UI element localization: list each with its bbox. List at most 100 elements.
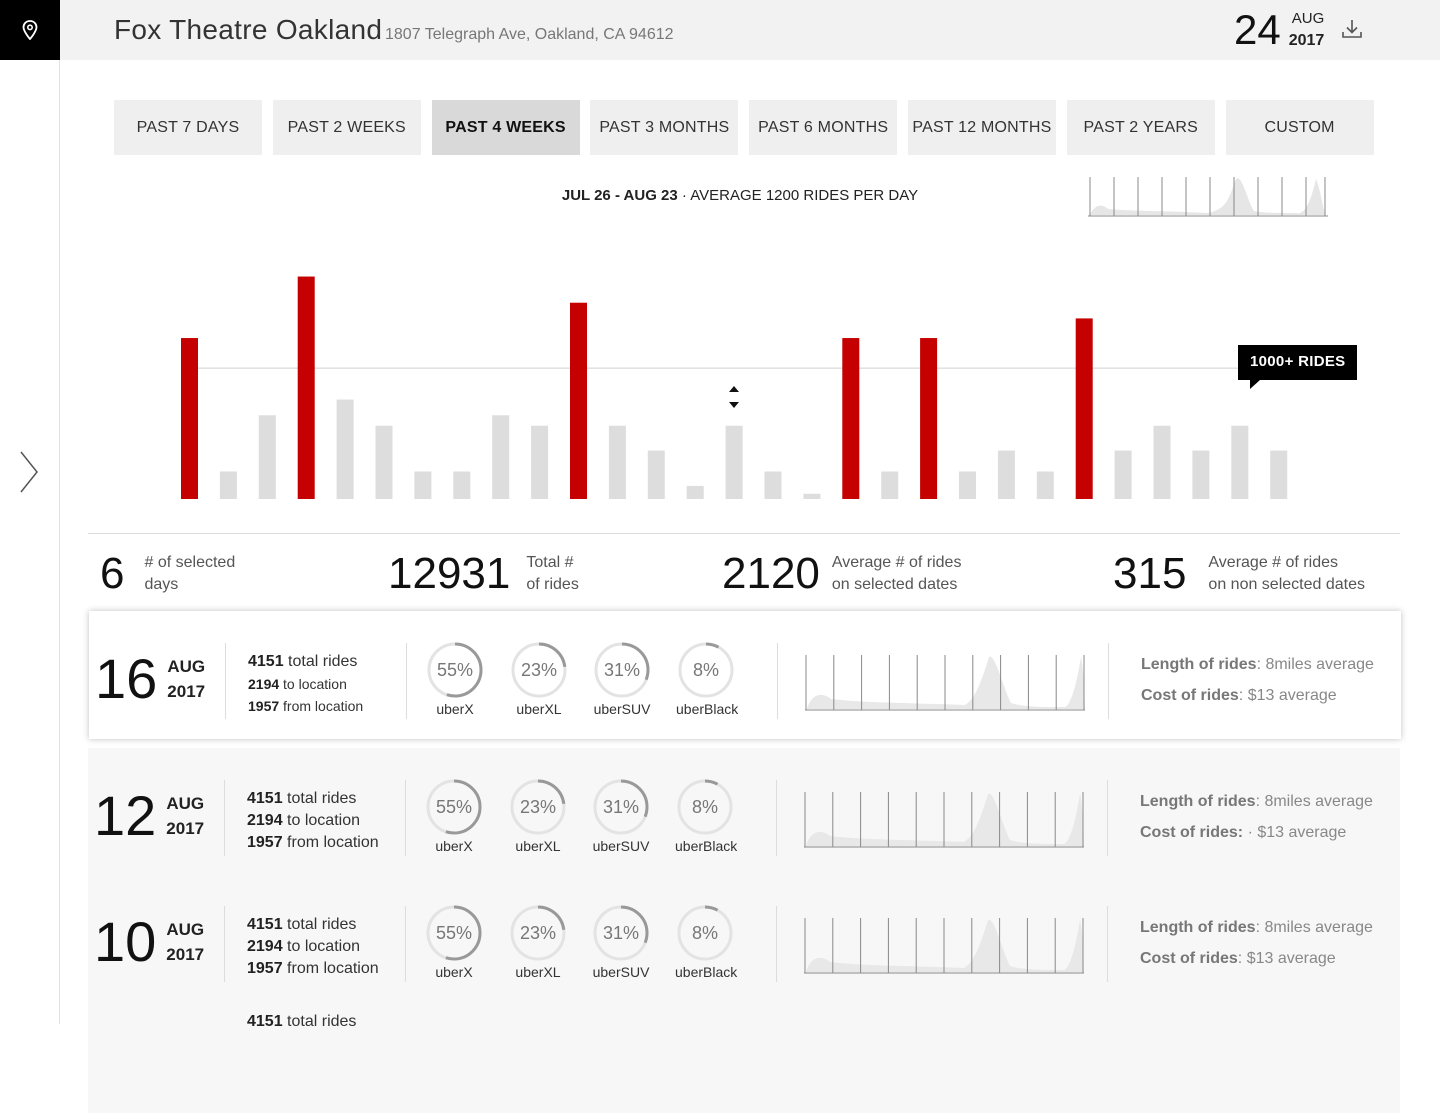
- row-date: 16 AUG 2017: [95, 649, 205, 709]
- donut-percent: 55%: [436, 923, 472, 943]
- stat-value: 2120: [722, 549, 820, 598]
- bar-aug-4[interactable]: [531, 425, 549, 499]
- stat-value: 12931: [388, 549, 511, 598]
- row-rides-sparkline[interactable]: [805, 653, 1085, 711]
- stat-value: 6: [100, 549, 125, 598]
- bar-aug-11[interactable]: [803, 493, 821, 499]
- share-donut: 55%: [427, 642, 483, 698]
- share-donut: 23%: [511, 642, 567, 698]
- cost-label: Cost of rides: [1141, 687, 1239, 704]
- tab-past-2-weeks[interactable]: PAST 2 WEEKS: [272, 100, 421, 155]
- bar-jul-31[interactable]: [375, 425, 393, 499]
- bar-aug-6[interactable]: [608, 425, 626, 499]
- ride-type-label: uberX: [436, 701, 474, 717]
- download-icon[interactable]: [1341, 18, 1363, 40]
- ride-type-ubersuv: 31% uberSUV: [591, 778, 651, 854]
- row-day: 12: [94, 784, 157, 847]
- share-donut: 23%: [510, 905, 566, 961]
- bar-aug-2[interactable]: [453, 471, 471, 499]
- stat-total-rides: 12931 Total # of rides: [388, 548, 579, 600]
- bar-aug-3[interactable]: [492, 415, 510, 499]
- from-location-label: from location: [287, 960, 379, 977]
- share-donut: 8%: [677, 905, 733, 961]
- tab-custom[interactable]: CUSTOM: [1225, 100, 1374, 155]
- bar-aug-22[interactable]: [1231, 425, 1249, 499]
- range-summary: JUL 26 - AUG 23 · AVERAGE 1200 RIDES PER…: [0, 187, 1440, 204]
- donut-percent: 31%: [603, 923, 639, 943]
- bar-aug-5[interactable]: [570, 302, 587, 499]
- stat-label: Average # of rides: [1208, 554, 1338, 571]
- row-date: 10 AUG 2017: [94, 912, 204, 972]
- donut-percent: 55%: [436, 797, 472, 817]
- bar-aug-13[interactable]: [881, 471, 899, 499]
- ride-meta: Length of rides: 8miles average Cost of r…: [1141, 649, 1374, 711]
- row-separator: [406, 643, 407, 719]
- row-year: 2017: [166, 945, 205, 964]
- tab-past-2-years[interactable]: PAST 2 YEARS: [1066, 100, 1215, 155]
- header-day: 24: [1234, 6, 1281, 53]
- stat-average-selected: 2120 Average # of rides on selected date…: [722, 548, 961, 600]
- threshold-drag-handle-icon[interactable]: [726, 384, 742, 410]
- tab-past-4-weeks[interactable]: PAST 4 WEEKS: [431, 100, 580, 155]
- tab-past-7-days[interactable]: PAST 7 DAYS: [114, 100, 262, 155]
- range-average: · AVERAGE 1200 RIDES PER DAY: [681, 187, 919, 204]
- bar-aug-9[interactable]: [725, 425, 743, 499]
- mini-overview-chart[interactable]: [1088, 175, 1328, 219]
- bar-aug-18[interactable]: [1075, 318, 1093, 499]
- length-value: : 8miles average: [1255, 919, 1373, 936]
- stat-value: 315: [1113, 549, 1187, 598]
- day-row[interactable]: 4151 total rides: [88, 985, 1400, 1113]
- row-day: 10: [94, 910, 157, 973]
- bar-aug-23[interactable]: [1270, 450, 1288, 499]
- total-rides-count: 4151: [247, 916, 283, 933]
- location-pin-button[interactable]: [0, 0, 60, 60]
- total-rides-count: 4151: [247, 1013, 283, 1030]
- tab-past-3-months[interactable]: PAST 3 MONTHS: [590, 100, 739, 155]
- donut-percent: 8%: [692, 923, 718, 943]
- bar-aug-16[interactable]: [997, 450, 1015, 499]
- bar-aug-8[interactable]: [686, 485, 704, 499]
- to-location-label: to location: [287, 938, 360, 955]
- bar-aug-7[interactable]: [647, 450, 665, 499]
- bar-aug-15[interactable]: [959, 471, 976, 499]
- ride-type-uberx: 55% uberX: [424, 778, 484, 854]
- ride-type-uberx: 55% uberX: [424, 904, 484, 980]
- row-separator: [776, 906, 777, 982]
- day-row[interactable]: 12 AUG 2017 4151 total rides 2194 to locatio…: [88, 748, 1400, 876]
- expand-sidebar-chevron-icon[interactable]: [18, 450, 40, 494]
- total-rides-label: total rides: [287, 1013, 357, 1030]
- bar-aug-17[interactable]: [1036, 471, 1054, 499]
- bar-aug-1[interactable]: [414, 471, 432, 499]
- bar-aug-10[interactable]: [764, 471, 782, 499]
- tab-past-12-months[interactable]: PAST 12 MONTHS: [907, 100, 1056, 155]
- bar-jul-26[interactable]: [181, 338, 198, 499]
- donut-percent: 8%: [692, 797, 718, 817]
- bar-aug-21[interactable]: [1192, 450, 1210, 499]
- tab-past-6-months[interactable]: PAST 6 MONTHS: [749, 100, 898, 155]
- stat-label: # of selected: [144, 554, 236, 571]
- to-location-label: to location: [287, 812, 360, 829]
- day-row[interactable]: 10 AUG 2017 4151 total rides 2194 to locatio…: [88, 874, 1400, 1002]
- ride-type-uberxl: 23% uberXL: [508, 778, 568, 854]
- day-row[interactable]: 16 AUG 2017 4151 total rides 2194 to locatio…: [89, 611, 1401, 739]
- venue-address: 1807 Telegraph Ave, Oakland, CA 94612: [385, 26, 674, 43]
- bar-jul-27[interactable]: [219, 471, 237, 499]
- row-rides-sparkline[interactable]: [804, 790, 1084, 848]
- row-date: 12 AUG 2017: [94, 786, 204, 846]
- bar-aug-19[interactable]: [1114, 450, 1132, 499]
- venue-name: Fox Theatre Oakland: [114, 14, 383, 45]
- bar-jul-29[interactable]: [297, 276, 315, 499]
- from-location-label: from location: [283, 698, 364, 714]
- ride-counts: 4151 total rides 2194 to location 1957 fro…: [247, 914, 379, 980]
- rides-bar-chart: [181, 276, 1328, 499]
- row-rides-sparkline[interactable]: [804, 916, 1084, 974]
- bar-jul-30[interactable]: [336, 399, 354, 499]
- ride-counts: 4151 total rides 2194 to location 1957 fro…: [247, 788, 379, 854]
- donut-percent: 31%: [604, 660, 640, 680]
- bar-jul-28[interactable]: [258, 415, 276, 499]
- bar-aug-12[interactable]: [842, 338, 860, 499]
- ride-type-label: uberX: [435, 838, 473, 854]
- stat-label: Total #: [526, 554, 574, 571]
- bar-aug-20[interactable]: [1153, 425, 1171, 499]
- bar-aug-14[interactable]: [920, 338, 938, 499]
